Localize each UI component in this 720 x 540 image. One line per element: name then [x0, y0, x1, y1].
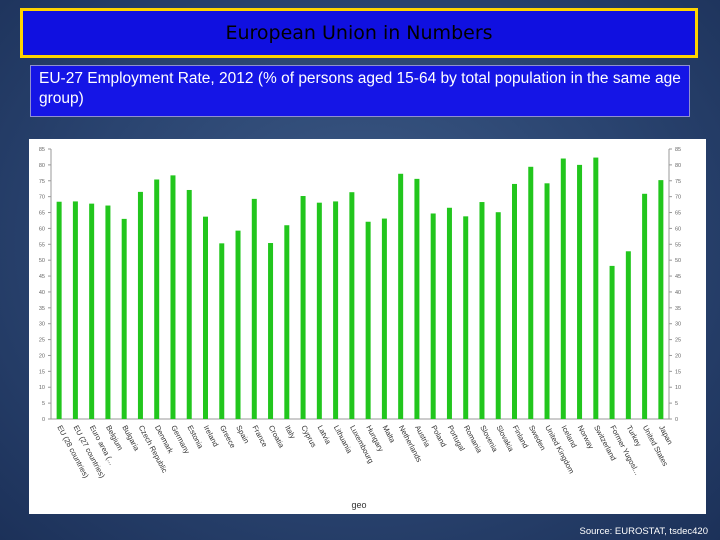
bar — [479, 202, 485, 419]
bar — [381, 218, 387, 419]
bar — [251, 198, 257, 419]
bar — [414, 178, 420, 419]
y-tick-label-left: 20 — [39, 353, 45, 359]
y-tick-label-left: 35 — [39, 306, 45, 312]
source-note: Source: EUROSTAT, tsdec420 — [579, 526, 708, 537]
x-tick-labels: EU (28 countries)EU (27 countries)Euro a… — [55, 424, 674, 480]
bar — [154, 179, 160, 419]
bar — [203, 216, 208, 419]
bar — [121, 218, 127, 419]
y-tick-label-left: 40 — [39, 290, 45, 296]
y-tick-label-left: 30 — [39, 322, 45, 328]
y-tick-label-right: 60 — [675, 226, 681, 232]
bar — [495, 212, 501, 419]
bar — [316, 202, 322, 419]
x-axis-label: geo — [351, 500, 366, 510]
y-tick-label-right: 80 — [675, 163, 681, 169]
bar — [186, 189, 192, 419]
y-tick-label-left: 75 — [39, 179, 45, 185]
bar — [365, 221, 371, 419]
bar — [593, 157, 599, 419]
title-banner: European Union in Numbers — [20, 8, 698, 58]
y-tick-label-right: 30 — [675, 322, 681, 328]
x-tick-label: Malta — [381, 424, 398, 445]
bar — [89, 203, 95, 419]
y-tick-label-left: 70 — [39, 195, 45, 201]
y-tick-label-left: 80 — [39, 163, 45, 169]
y-tick-label-left: 15 — [39, 369, 45, 375]
y-tick-label-right: 40 — [675, 290, 681, 296]
bar — [446, 207, 452, 419]
chart-container: 0 5 10 15 20 25 30 35 40 45 50 55 60 65 70 75 80 85 0 5 10 1… — [29, 139, 706, 514]
bar — [170, 175, 176, 419]
right-y-axis: 0 5 10 15 20 25 30 35 40 45 50 55 60 65 70 75 80 85 — [668, 147, 681, 423]
left-y-axis: 0 5 10 15 20 25 30 35 40 45 50 55 60 65 70 75 80 85 — [39, 147, 669, 423]
y-tick-label-left: 45 — [39, 274, 45, 280]
y-tick-label-left: 10 — [39, 385, 45, 391]
chart-subtitle: EU-27 Employment Rate, 2012 (% of person… — [30, 65, 690, 117]
bar — [72, 201, 78, 419]
bar — [577, 164, 583, 419]
y-tick-label-left: 50 — [39, 258, 45, 264]
y-tick-label-left: 65 — [39, 211, 45, 217]
y-tick-label-right: 0 — [675, 417, 678, 423]
y-tick-label-left: 85 — [39, 147, 45, 153]
bar — [300, 196, 306, 419]
x-tick-label: Italy — [283, 424, 298, 441]
y-tick-label-right: 10 — [675, 385, 681, 391]
bar — [544, 183, 550, 419]
page-title: European Union in Numbers — [225, 22, 493, 44]
y-tick-label-right: 70 — [675, 195, 681, 201]
bar — [625, 251, 631, 419]
y-tick-label-right: 15 — [675, 369, 681, 375]
y-tick-label-right: 65 — [675, 211, 681, 217]
y-tick-label-right: 35 — [675, 306, 681, 312]
bar — [56, 201, 62, 419]
y-tick-label-right: 45 — [675, 274, 681, 280]
y-tick-label-left: 25 — [39, 338, 45, 344]
bar — [658, 180, 664, 419]
x-tick-label: Spain — [234, 424, 251, 445]
bar — [609, 265, 615, 419]
bar — [105, 205, 111, 419]
y-tick-label-right: 20 — [675, 353, 681, 359]
y-tick-label-left: 55 — [39, 242, 45, 248]
y-tick-label-right: 50 — [675, 258, 681, 264]
y-tick-label-left: 5 — [42, 401, 45, 407]
bar — [284, 225, 290, 419]
bar — [430, 213, 436, 419]
bar — [137, 191, 143, 419]
bar — [235, 230, 241, 419]
bar — [219, 243, 225, 419]
bar — [349, 192, 355, 419]
bar — [512, 183, 517, 419]
y-tick-label-right: 25 — [675, 338, 681, 344]
y-tick-label-right: 5 — [675, 401, 678, 407]
bar — [560, 158, 566, 419]
bar — [333, 201, 339, 419]
y-tick-label-right: 75 — [675, 179, 681, 185]
bar — [528, 166, 534, 419]
employment-bar-chart: 0 5 10 15 20 25 30 35 40 45 50 55 60 65 70 75 80 85 0 5 10 1… — [39, 147, 681, 510]
bar — [642, 193, 648, 419]
bar — [268, 243, 274, 419]
y-tick-label-left: 0 — [42, 417, 45, 423]
bar — [398, 173, 404, 419]
bar — [463, 216, 469, 419]
bars-group — [56, 157, 664, 419]
y-tick-label-right: 55 — [675, 242, 681, 248]
y-tick-label-right: 85 — [675, 147, 681, 153]
y-tick-label-left: 60 — [39, 226, 45, 232]
